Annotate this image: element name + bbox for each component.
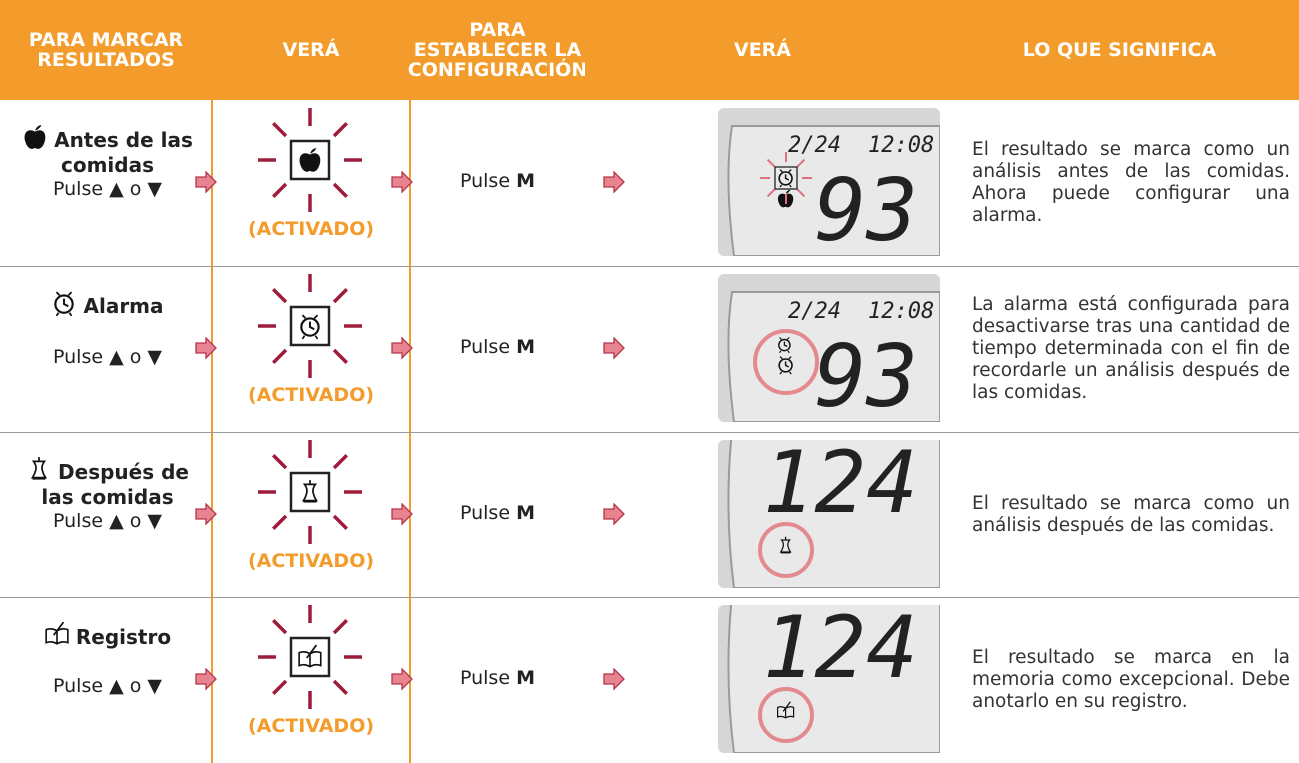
lcd-display: 2/24 12:08 93: [718, 273, 940, 422]
setting-key: M: [516, 667, 535, 690]
arrow: [603, 171, 625, 194]
arrow: [391, 171, 413, 194]
blinking-icon: [258, 605, 362, 710]
header-cell: VERÁ: [212, 0, 410, 100]
header-cell: PARA MARCAR RESULTADOS: [0, 0, 212, 100]
row-label: Antes de las comidas: [20, 124, 195, 178]
icon: [45, 621, 69, 645]
meaning: La alarma está configurada para desactiv…: [972, 278, 1290, 420]
setting-key: M: [516, 170, 535, 192]
status: (ACTIVADO): [247, 549, 375, 572]
row-action: Pulse ▲ o ▼: [53, 345, 162, 368]
lcd-time: 12:08: [868, 133, 934, 158]
header-cell: LO QUE SIGNIFICA: [940, 0, 1299, 100]
meaning-text: El resultado se marca como un análisis a…: [972, 139, 1290, 226]
lcd-display: 124: [718, 605, 940, 754]
setting: Pulse M: [410, 336, 585, 358]
row-action: Pulse ▲ o ▼: [53, 178, 162, 200]
label-text: Alarma: [83, 293, 164, 318]
lcd-icon: [777, 701, 795, 719]
highlight-circle: [758, 687, 814, 744]
arrow: [195, 668, 217, 691]
label-text: Registro: [75, 625, 172, 650]
setting-key: M: [516, 335, 535, 358]
meaning-text: La alarma está configurada para desactiv…: [972, 293, 1290, 403]
arrow: [195, 171, 217, 194]
status: (ACTIVADO): [247, 383, 375, 406]
highlight-circle: [753, 328, 819, 395]
meaning: El resultado se marca como un análisis a…: [972, 112, 1290, 254]
setting-text: Pulse: [459, 170, 511, 192]
lcd-value: 124: [763, 440, 918, 533]
highlight-circle: [758, 521, 814, 578]
lcd-date: 2/24: [788, 133, 841, 158]
row-separator: [0, 432, 1299, 433]
column-separator: [409, 100, 411, 763]
arrow: [391, 668, 413, 691]
setting: Pulse M: [410, 170, 585, 192]
row-action: Pulse ▲ o ▼: [53, 675, 162, 698]
blinking-icon: [258, 439, 362, 544]
lcd-value: 93: [814, 161, 918, 256]
row-separator: [0, 266, 1299, 267]
arrow: [391, 502, 413, 526]
setting-text: Pulse: [459, 667, 511, 690]
status: (ACTIVADO): [247, 218, 375, 240]
label-text: Antes de las comidas: [54, 128, 193, 177]
arrow: [195, 336, 217, 360]
icon: [24, 125, 46, 149]
header-cell: VERÁ: [585, 0, 940, 100]
row-label: Alarma: [20, 290, 195, 319]
status: (ACTIVADO): [247, 715, 375, 738]
lcd-value: 93: [814, 327, 918, 422]
setting: Pulse M: [410, 502, 585, 524]
blinking-icon: [258, 108, 362, 212]
blinking-icon: [258, 273, 362, 378]
lcd-display: 124: [718, 439, 940, 588]
arrow: [195, 502, 217, 526]
lcd-icon: [779, 536, 792, 553]
arrow: [391, 336, 413, 360]
lcd-value: 124: [763, 605, 918, 698]
row-action: Pulse ▲ o ▼: [53, 509, 162, 532]
lcd-date: 2/24: [788, 299, 841, 324]
arrow: [603, 668, 625, 691]
column-separator: [211, 100, 213, 763]
icon: [54, 291, 75, 317]
row-label: Después de las comidas: [20, 456, 195, 510]
meaning-text: El resultado se marca en la memoria como…: [972, 647, 1290, 713]
label-text: Después de las comidas: [41, 459, 189, 509]
meaning-text: El resultado se marca como un análisis d…: [972, 492, 1290, 536]
setting-text: Pulse: [459, 335, 511, 358]
row-separator: [0, 597, 1299, 598]
arrow: [603, 502, 625, 526]
lcd-time: 12:08: [868, 299, 934, 324]
setting: Pulse M: [410, 667, 585, 689]
meaning: El resultado se marca como un análisis d…: [972, 444, 1290, 586]
lcd-display: 2/24 12:08 93: [718, 108, 940, 256]
meaning: El resultado se marca en la memoria como…: [972, 609, 1290, 751]
header-cell: PARA ESTABLECER LA CONFIGURACIÓN: [408, 0, 587, 100]
arrow: [603, 336, 625, 360]
setting-key: M: [516, 501, 535, 524]
lcd-icon: [778, 355, 793, 375]
row-label: Registro: [20, 621, 195, 650]
setting-text: Pulse: [459, 501, 511, 524]
icon: [30, 456, 48, 480]
